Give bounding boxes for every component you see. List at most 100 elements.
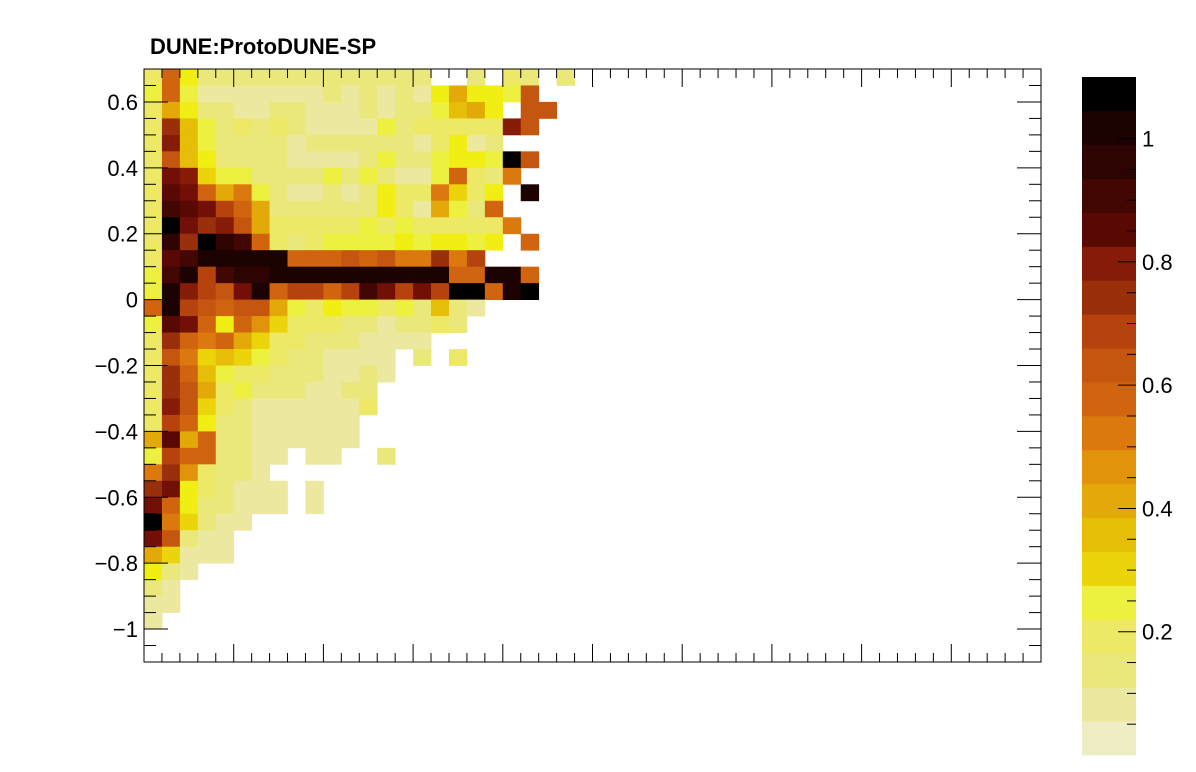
colorbar-tick-label: 0.4 bbox=[1142, 496, 1173, 521]
heatmap-cell bbox=[215, 365, 235, 383]
heatmap-cell bbox=[395, 69, 414, 86]
heatmap-cell bbox=[466, 233, 486, 251]
heatmap-cell bbox=[215, 497, 235, 515]
heatmap-cell bbox=[341, 233, 360, 251]
heatmap-cell bbox=[377, 118, 396, 136]
heatmap-cell bbox=[466, 118, 486, 136]
heatmap-cell bbox=[197, 151, 217, 169]
heatmap-cell bbox=[233, 69, 253, 86]
heatmap-cell bbox=[466, 250, 486, 268]
heatmap-cell bbox=[269, 398, 288, 416]
heatmap-cell bbox=[179, 151, 199, 169]
heatmap-cell bbox=[144, 530, 163, 548]
heatmap-cell bbox=[341, 283, 360, 301]
heatmap-cell bbox=[323, 398, 342, 416]
heatmap-cell bbox=[287, 101, 306, 119]
heatmap-cell bbox=[161, 200, 181, 218]
heatmap-cell bbox=[233, 184, 253, 202]
heatmap-cell bbox=[197, 398, 217, 416]
heatmap-cell bbox=[269, 414, 288, 432]
heatmap-cell bbox=[287, 365, 306, 383]
heatmap-cell bbox=[287, 316, 306, 333]
heatmap-cell bbox=[269, 349, 288, 366]
heatmap-cell bbox=[305, 167, 324, 185]
heatmap-cell bbox=[179, 184, 199, 202]
heatmap-cell bbox=[305, 398, 324, 416]
heatmap-cell bbox=[233, 513, 253, 531]
heatmap-cell bbox=[179, 283, 199, 301]
heatmap-cell bbox=[233, 464, 253, 482]
heatmap-cell bbox=[144, 134, 163, 152]
heatmap-cell bbox=[144, 200, 163, 218]
heatmap-cell bbox=[359, 316, 378, 333]
colorbar-segment bbox=[1082, 551, 1136, 586]
heatmap-cell bbox=[197, 134, 217, 152]
heatmap-cell bbox=[359, 398, 378, 416]
heatmap-cell bbox=[287, 167, 306, 185]
heatmap-cell bbox=[179, 101, 199, 119]
heatmap-cell bbox=[323, 266, 342, 284]
heatmap-cell bbox=[341, 217, 360, 235]
heatmap-cell bbox=[305, 414, 324, 432]
heatmap-cell bbox=[359, 349, 378, 366]
heatmap-cell bbox=[502, 69, 522, 86]
heatmap-cell bbox=[377, 283, 396, 301]
heatmap-cell bbox=[466, 217, 486, 235]
heatmap-cell bbox=[144, 184, 163, 202]
heatmap-cell bbox=[305, 134, 324, 152]
heatmap-cell bbox=[233, 398, 253, 416]
heatmap-cell bbox=[287, 283, 306, 301]
colorbar-segment bbox=[1082, 619, 1136, 654]
y-tick-label: −0.4 bbox=[95, 419, 138, 444]
heatmap-cell bbox=[287, 266, 306, 284]
heatmap-cell bbox=[413, 85, 432, 103]
heatmap-cell bbox=[197, 464, 217, 482]
heatmap-cell bbox=[323, 167, 342, 185]
heatmap-cell bbox=[179, 464, 199, 482]
heatmap-cell bbox=[144, 414, 163, 432]
colorbar-segment bbox=[1082, 721, 1136, 756]
heatmap-cell bbox=[359, 184, 378, 202]
heatmap-cell bbox=[161, 283, 181, 301]
heatmap-cell bbox=[161, 530, 181, 548]
heatmap-cell bbox=[197, 414, 217, 432]
heatmap-cell bbox=[323, 200, 342, 218]
heatmap-cell bbox=[233, 381, 253, 399]
colorbar-tick-label: 0.6 bbox=[1142, 373, 1173, 398]
heatmap-cell bbox=[251, 200, 270, 218]
heatmap-cell bbox=[341, 184, 360, 202]
heatmap-cell bbox=[161, 250, 181, 268]
heatmap-cell bbox=[466, 184, 486, 202]
heatmap-cell bbox=[359, 101, 378, 119]
heatmap-cell bbox=[161, 316, 181, 333]
heatmap-cell bbox=[161, 398, 181, 416]
heatmap-cell bbox=[305, 184, 324, 202]
heatmap-cell bbox=[323, 431, 342, 449]
heatmap-cell bbox=[251, 365, 270, 383]
heatmap-cell bbox=[341, 332, 360, 350]
heatmap-cell bbox=[215, 151, 235, 169]
heatmap-cell bbox=[197, 332, 217, 350]
heatmap-cell bbox=[287, 85, 306, 103]
heatmap-cell bbox=[215, 546, 235, 564]
heatmap-cell bbox=[144, 546, 163, 564]
heatmap-cell bbox=[502, 266, 522, 284]
heatmap-cell bbox=[323, 349, 342, 366]
heatmap-cell bbox=[179, 546, 199, 564]
heatmap-cell bbox=[233, 101, 253, 119]
heatmap-cell bbox=[161, 299, 181, 317]
heatmap-cell bbox=[161, 513, 181, 531]
heatmap-cell bbox=[215, 101, 235, 119]
heatmap-cell bbox=[233, 283, 253, 301]
y-tick-label: 0.6 bbox=[107, 90, 138, 115]
heatmap-cell bbox=[197, 184, 217, 202]
heatmap-cell bbox=[161, 464, 181, 482]
heatmap-cell bbox=[144, 167, 163, 185]
heatmap-cell bbox=[215, 233, 235, 251]
heatmap-cell bbox=[161, 431, 181, 449]
heatmap-cell bbox=[144, 596, 163, 613]
heatmap-cell bbox=[520, 101, 540, 119]
heatmap-cell bbox=[287, 184, 306, 202]
heatmap-cell bbox=[395, 118, 414, 136]
heatmap-cell bbox=[161, 85, 181, 103]
